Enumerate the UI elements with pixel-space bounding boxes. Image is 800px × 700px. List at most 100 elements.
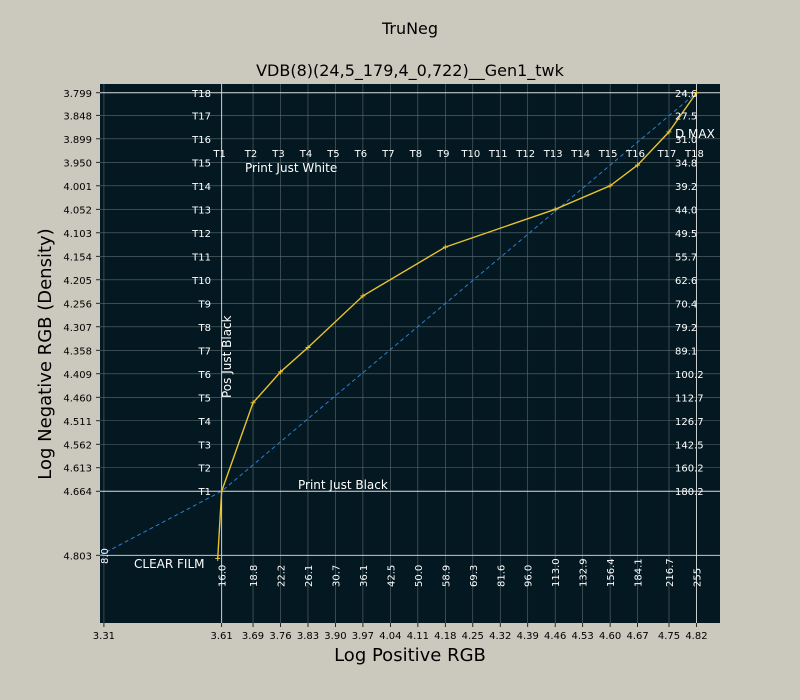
chart-subtitle: VDB(8)(24,5_179,4_0,722)__Gen1_twk	[256, 61, 565, 81]
curve-point	[607, 183, 613, 189]
chart-title: TruNeg	[381, 19, 438, 38]
y-tick-label: 4.511	[63, 417, 92, 428]
curve-point	[360, 293, 366, 299]
y-tick-label: 4.460	[63, 393, 92, 404]
curve-point	[278, 369, 284, 375]
right-value-label: 89.1	[675, 346, 697, 357]
bottom-value-label: 30.7	[331, 565, 342, 587]
top-step-label: T13	[543, 149, 563, 160]
top-step-label: T15	[598, 149, 618, 160]
left-step-label: T16	[191, 135, 211, 146]
y-tick-label: 3.950	[63, 158, 92, 169]
bottom-value-label: 113.0	[551, 558, 562, 587]
bottom-value-label: 58.9	[441, 565, 452, 587]
y-tick-label: 3.799	[63, 89, 92, 100]
right-value-label: 44.0	[675, 205, 697, 216]
right-value-label: 49.5	[675, 229, 697, 240]
left-step-label: T12	[191, 229, 211, 240]
right-value-label: 62.6	[675, 276, 697, 287]
x-tick-label: 4.67	[626, 631, 648, 642]
left-step-label: T13	[191, 205, 211, 216]
top-step-label: T18	[684, 149, 704, 160]
x-tick-label: 3.31	[93, 631, 115, 642]
d-max-label: D MAX	[675, 127, 715, 141]
left-step-label: T10	[191, 276, 211, 287]
top-step-label: T3	[271, 149, 284, 160]
bottom-value-label: 18.8	[249, 565, 260, 587]
curve-point	[666, 129, 672, 135]
left-step-label: T9	[198, 299, 211, 310]
bottom-value-label: 42.5	[386, 565, 397, 587]
left-step-label: T6	[198, 370, 211, 381]
left-step-label: T8	[198, 323, 211, 334]
left-step-label: T17	[191, 111, 211, 122]
diagonal-series-line	[99, 92, 697, 556]
left-step-label: T15	[191, 158, 211, 169]
top-step-label: T6	[354, 149, 367, 160]
x-tick-label: 4.04	[379, 631, 401, 642]
left-step-label: T7	[198, 346, 211, 357]
curve-point	[215, 556, 221, 562]
right-value-label: 34.8	[675, 158, 697, 169]
top-step-label: T11	[488, 149, 508, 160]
top-step-label: T12	[515, 149, 535, 160]
x-tick-label: 4.82	[685, 631, 707, 642]
left-step-label: T14	[191, 182, 211, 193]
bottom-value-label: 255	[692, 568, 703, 587]
right-value-label: 112.7	[675, 393, 704, 404]
inner-labels: T1 T2 T3 T4 T5 T6 T7 T8 T9 T10 T11 T12 T13 T14 T15 T16 T…	[100, 89, 715, 587]
bottom-value-label: 26.1	[304, 565, 315, 587]
bottom-value-label: 36.1	[359, 565, 370, 587]
right-value-label: 24.6	[675, 89, 697, 100]
y-tick-label: 4.664	[63, 487, 92, 498]
y-axis-label: Log Negative RGB (Density)	[35, 228, 56, 479]
top-step-label: T7	[381, 149, 394, 160]
plot-area	[100, 84, 720, 623]
top-step-label: T5	[326, 149, 339, 160]
curve-series-line	[217, 92, 698, 559]
print-just-white-label: Print Just White	[245, 161, 337, 175]
right-value-label: 31.0	[675, 135, 697, 146]
x-tick-label: 4.53	[572, 631, 594, 642]
right-value-label: 160.2	[675, 464, 704, 475]
y-tick-label: 4.562	[63, 440, 92, 451]
left-step-label: T4	[198, 417, 211, 428]
x-tick-label: 3.69	[242, 631, 264, 642]
left-step-label: T2	[198, 464, 211, 475]
clear-film-label: CLEAR FILM	[134, 557, 205, 571]
curve-point	[693, 90, 699, 96]
y-tick-label: 4.256	[63, 299, 92, 310]
x-tick-label: 4.46	[544, 631, 566, 642]
top-step-label: T4	[299, 149, 312, 160]
right-value-label: 126.7	[675, 417, 704, 428]
bottom-value-label: 132.9	[579, 558, 590, 587]
top-step-label: T16	[625, 149, 645, 160]
curve-point	[442, 244, 448, 250]
curve-point	[250, 400, 256, 406]
x-tick-label: 3.76	[269, 631, 291, 642]
top-step-label: T17	[657, 149, 677, 160]
curve-point	[552, 206, 558, 212]
x-axis-label: Log Positive RGB	[334, 645, 486, 666]
left-step-label: T11	[191, 252, 211, 263]
y-tick-label: 4.154	[63, 252, 92, 263]
x-tick-label: 4.60	[599, 631, 621, 642]
x-tick-label: 4.11	[407, 631, 429, 642]
print-just-black-label: Print Just Black	[298, 478, 388, 492]
x-tick-label: 4.32	[489, 631, 511, 642]
right-value-label: 79.2	[675, 323, 697, 334]
x-tick-label: 4.18	[434, 631, 456, 642]
y-tick-label: 4.803	[63, 551, 92, 562]
bottom-value-label: 16.0	[218, 565, 229, 587]
bottom-value-label: 8.0	[100, 548, 111, 564]
x-tick-label: 3.61	[211, 631, 233, 642]
y-tick-label: 4.409	[63, 370, 92, 381]
top-step-label: T8	[409, 149, 422, 160]
curve-point	[219, 488, 225, 494]
curve-point	[305, 345, 311, 351]
bottom-value-label: 81.6	[496, 565, 507, 587]
y-tick-label: 4.103	[63, 229, 92, 240]
x-tick-label: 3.97	[352, 631, 374, 642]
